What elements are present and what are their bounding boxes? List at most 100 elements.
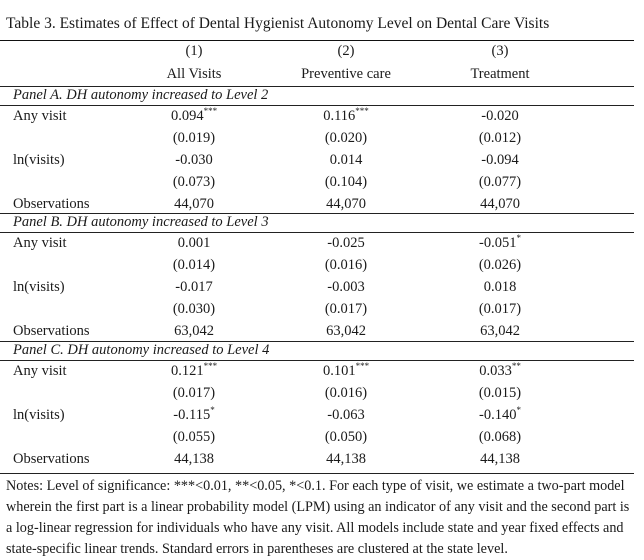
row-label-any-visit: Any visit [13,235,67,251]
estimate-value: -0.017 [175,279,213,295]
estimate-value: -0.003 [327,279,365,295]
row-label-observations: Observations [13,196,90,212]
observations-count: 44,070 [480,196,520,212]
significance-stars: *** [355,361,370,371]
estimate-value: 0.121 [170,363,204,379]
row-label-any-visit: Any visit [13,108,67,124]
ln-visits-estimate: -0.030 [152,150,236,170]
observations-count: 44,070 [174,196,214,212]
observations-count: 44,070 [326,196,366,212]
estimate-value: -0.020 [481,108,519,124]
estimate-value: -0.094 [481,152,519,168]
observations-count: 63,042 [480,323,520,339]
estimate-value: -0.115 [173,407,211,423]
panel-title: Panel C. DH autonomy increased to Level … [13,342,270,358]
estimate-value: -0.051 [479,235,517,251]
any-visit-std-error: (0.017) [172,385,216,401]
row-label-observations: Observations [13,323,90,339]
ln-visits-estimate: -0.094 [458,150,542,170]
any-visit-std-error: (0.014) [172,257,216,273]
bottom-rule [0,473,634,474]
panel-title: Panel A. DH autonomy increased to Level … [13,87,269,103]
ln-visits-estimate: -0.017 [152,277,236,297]
ln-visits-std-error: (0.077) [478,174,522,190]
col-1-number: (1) [185,43,203,59]
ln-visits-estimate: -0.003 [296,277,396,297]
significance-stars: *** [203,106,218,116]
ln-visits-std-error: (0.030) [172,301,216,317]
ln-visits-estimate: 0.018 [458,277,542,297]
panel-title: Panel B. DH autonomy increased to Level … [13,214,269,230]
top-rule [0,40,634,41]
any-visit-std-error: (0.015) [478,385,522,401]
significance-stars: * [516,233,521,243]
col-1-label: All Visits [166,66,222,82]
row-label-ln-visits: ln(visits) [13,279,65,295]
col-2-number: (2) [337,43,355,59]
panel-title-rule [0,105,634,106]
table-title: Table 3. Estimates of Effect of Dental H… [6,15,550,32]
estimate-value: 0.001 [177,235,211,251]
header-rule [0,86,634,87]
col-3-number: (3) [491,43,509,59]
row-label-observations: Observations [13,451,90,467]
any-visit-estimate: 0.033** [458,361,542,381]
row-label-any-visit: Any visit [13,363,67,379]
any-visit-std-error: (0.012) [478,130,522,146]
estimate-value: 0.033 [479,363,512,379]
significance-stars: ** [511,361,521,371]
panel-separator-rule [0,213,634,214]
observations-count: 44,138 [480,451,520,467]
any-visit-estimate: 0.101*** [296,361,396,381]
significance-stars: *** [203,361,218,371]
any-visit-std-error: (0.016) [324,257,368,273]
estimate-value: 0.014 [329,152,363,168]
table-notes: Notes: Level of significance: ***<0.01, … [6,478,630,557]
any-visit-std-error: (0.019) [172,130,216,146]
ln-visits-estimate: 0.014 [296,150,396,170]
any-visit-std-error: (0.026) [478,257,522,273]
any-visit-estimate: -0.025 [296,233,396,253]
row-label-ln-visits: ln(visits) [13,407,65,423]
observations-count: 44,138 [326,451,366,467]
significance-stars: * [210,405,215,415]
estimate-value: 0.018 [483,279,517,295]
estimate-value: 0.101 [322,363,356,379]
ln-visits-estimate: -0.140* [458,405,542,425]
any-visit-estimate: 0.001 [152,233,236,253]
ln-visits-std-error: (0.068) [478,429,522,445]
any-visit-estimate: -0.051* [458,233,542,253]
panel-separator-rule [0,341,634,342]
ln-visits-estimate: -0.115* [152,405,236,425]
any-visit-std-error: (0.016) [324,385,368,401]
col-2-label: Preventive care [301,66,391,82]
any-visit-std-error: (0.020) [324,130,368,146]
estimate-value: -0.030 [175,152,213,168]
ln-visits-std-error: (0.017) [478,301,522,317]
col-3-label: Treatment [470,66,530,82]
ln-visits-std-error: (0.050) [324,429,368,445]
ln-visits-std-error: (0.073) [172,174,216,190]
estimate-value: 0.094 [170,108,204,124]
significance-stars: * [516,405,521,415]
any-visit-estimate: 0.121*** [152,361,236,381]
ln-visits-estimate: -0.063 [296,405,396,425]
any-visit-estimate: 0.116*** [296,106,396,126]
row-label-ln-visits: ln(visits) [13,152,65,168]
any-visit-estimate: 0.094*** [152,106,236,126]
any-visit-estimate: -0.020 [458,106,542,126]
observations-count: 63,042 [326,323,366,339]
estimate-value: 0.116 [323,108,356,124]
observations-count: 63,042 [174,323,214,339]
estimate-value: -0.025 [327,235,365,251]
significance-stars: *** [355,106,369,116]
estimate-value: -0.140 [479,407,517,423]
ln-visits-std-error: (0.017) [324,301,368,317]
panel-title-rule [0,232,634,233]
ln-visits-std-error: (0.104) [324,174,368,190]
ln-visits-std-error: (0.055) [172,429,216,445]
estimate-value: -0.063 [327,407,365,423]
panel-title-rule [0,360,634,361]
observations-count: 44,138 [174,451,214,467]
